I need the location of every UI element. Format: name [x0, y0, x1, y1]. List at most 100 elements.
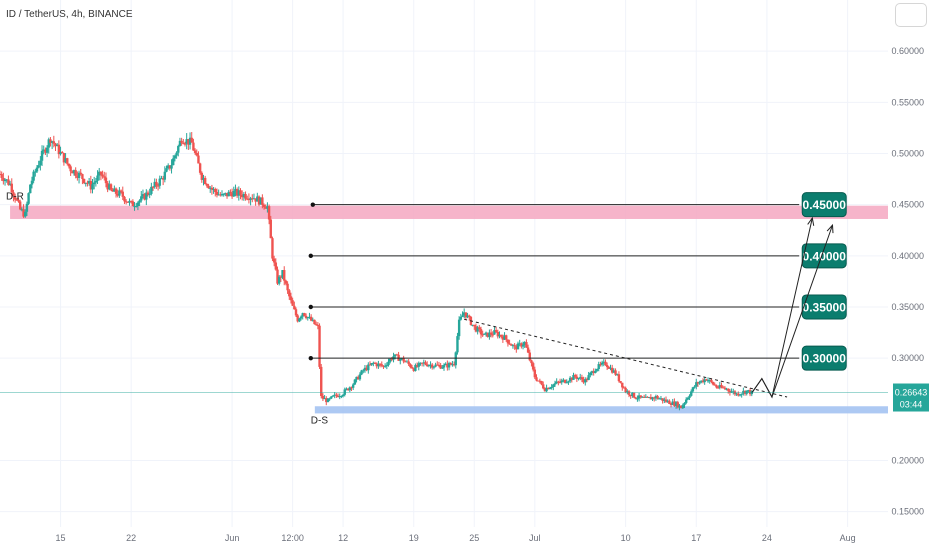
candle-body: [183, 143, 187, 145]
candle-body: [126, 201, 130, 203]
candle-body: [18, 201, 22, 210]
candle-body: [686, 397, 690, 400]
candle-body: [498, 334, 501, 337]
candle-body: [118, 190, 121, 196]
candle-body: [151, 186, 155, 188]
candle-body: [639, 395, 642, 398]
candle-body: [64, 158, 67, 163]
candle-body: [516, 343, 520, 350]
candle-body: [40, 150, 44, 161]
projection-arrowhead: [807, 216, 815, 226]
candle-body: [409, 364, 412, 368]
candle-body: [626, 391, 629, 393]
candle-body: [12, 192, 15, 196]
candle-body: [153, 181, 156, 187]
candle-body: [513, 345, 516, 347]
candle-body: [81, 174, 84, 179]
candle-body: [684, 399, 688, 403]
candle-body: [45, 147, 49, 153]
candle-body: [619, 381, 622, 383]
candle-body: [323, 398, 326, 400]
chart-settings-button[interactable]: [895, 3, 927, 27]
candle-body: [693, 386, 696, 388]
candle-body: [394, 354, 397, 357]
candle-body: [261, 197, 264, 205]
candle-body: [380, 364, 383, 366]
candle-body: [673, 401, 676, 406]
last-price-label: 0.26643: [895, 388, 928, 398]
candle-body: [716, 387, 720, 389]
candle-body: [607, 367, 611, 369]
candle-body: [188, 137, 192, 145]
candle-body: [530, 360, 533, 364]
candle-body: [550, 387, 553, 389]
candle-body: [281, 270, 284, 278]
candle-body: [299, 316, 303, 319]
candle-body: [182, 142, 185, 144]
candle-body: [148, 193, 151, 195]
candle-body: [476, 327, 479, 332]
x-tick-label: 12: [338, 533, 348, 543]
candle-body: [209, 187, 212, 189]
candle-body: [748, 390, 752, 395]
candle-body: [128, 200, 131, 203]
candle-body: [104, 177, 108, 184]
candle-body: [478, 327, 481, 330]
candle-body: [597, 364, 600, 370]
candle-body: [727, 388, 730, 391]
candle-body: [579, 377, 582, 379]
level-badge: [801, 294, 847, 320]
candle-body: [230, 193, 234, 197]
candle-body: [563, 379, 567, 383]
candle-body: [636, 398, 639, 400]
candle-body: [483, 333, 486, 335]
candle-body: [61, 152, 64, 154]
candle-body: [425, 364, 429, 367]
candle-body: [646, 396, 649, 398]
x-tick-label: 15: [56, 533, 66, 543]
candle-body: [7, 179, 10, 185]
candle-body: [113, 188, 116, 192]
candle-body: [540, 381, 543, 385]
candle-body: [590, 371, 594, 373]
candle-body: [479, 329, 483, 335]
candle-body: [158, 178, 161, 186]
candle-body: [659, 398, 663, 400]
candle-body: [696, 382, 700, 384]
candle-body: [172, 158, 175, 166]
candle-body: [330, 396, 333, 399]
candle-body: [79, 172, 82, 175]
candle-body: [59, 152, 62, 155]
bar-countdown-label: 03:44: [900, 400, 923, 410]
candle-body: [67, 163, 71, 167]
candle-body: [3, 179, 7, 182]
candle-body: [612, 370, 616, 373]
candle-body: [721, 387, 725, 389]
candle-body: [738, 394, 742, 396]
candle-body: [637, 395, 641, 399]
candle-body: [575, 376, 579, 379]
candle-body: [506, 339, 510, 344]
candle-body: [44, 149, 47, 153]
x-tick-label: 19: [409, 533, 419, 543]
candle-body: [178, 140, 182, 147]
candle-body: [203, 177, 207, 185]
candle-body: [459, 317, 463, 320]
candle-body: [346, 388, 350, 391]
candle-body: [494, 330, 498, 332]
candle-body: [737, 393, 740, 396]
candle-body: [703, 379, 706, 383]
candle-body: [444, 363, 447, 366]
y-tick-label: 0.50000: [891, 148, 924, 158]
candle-body: [173, 155, 177, 159]
candle-body: [239, 190, 242, 195]
candle-body: [235, 189, 239, 196]
candle-body: [101, 174, 104, 177]
candle-body: [205, 184, 209, 186]
candle-body: [658, 398, 661, 400]
level-badge-label: 0.35000: [803, 300, 847, 314]
candle-body: [155, 181, 158, 186]
candle-body: [488, 332, 491, 337]
candle-body: [474, 326, 478, 332]
